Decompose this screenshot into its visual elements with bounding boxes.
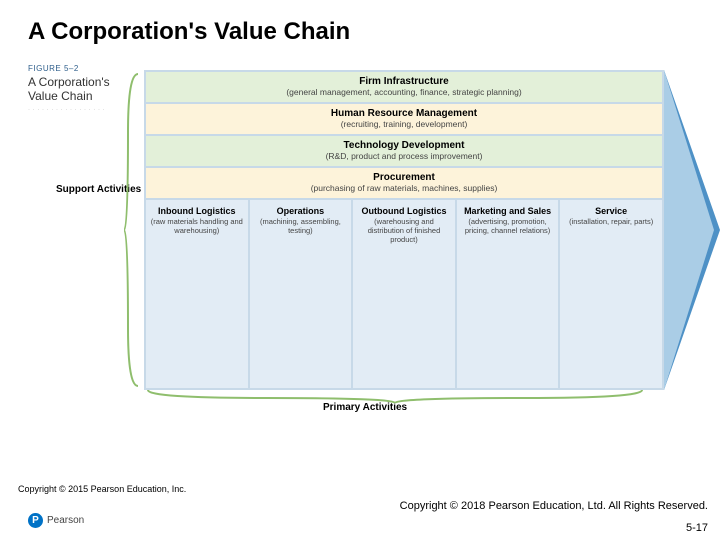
copyright-2015: Copyright © 2015 Pearson Education, Inc. — [18, 484, 708, 494]
copyright-2018: Copyright © 2018 Pearson Education, Ltd.… — [18, 500, 708, 512]
primary-col-title: Service — [564, 206, 658, 216]
primary-cols: Inbound Logistics (raw materials handlin… — [144, 200, 664, 390]
figure-area: FIGURE 5–2 A Corporation's Value Chain ·… — [28, 64, 700, 434]
primary-col: Service (installation, repair, parts) — [558, 200, 664, 390]
figure-name: A Corporation's Value Chain — [28, 75, 140, 104]
primary-col: Marketing and Sales (advertising, promot… — [455, 200, 559, 390]
primary-col: Operations (machining, assembling, testi… — [248, 200, 352, 390]
page-title: A Corporation's Value Chain — [28, 18, 700, 46]
support-row: Procurement (purchasing of raw materials… — [144, 168, 664, 200]
support-row: Human Resource Management (recruiting, t… — [144, 104, 664, 136]
support-row-desc: (general management, accounting, finance… — [146, 87, 662, 102]
pearson-logo: P Pearson — [28, 513, 84, 528]
support-rows: Firm Infrastructure (general management,… — [144, 70, 664, 200]
primary-col-title: Outbound Logistics — [357, 206, 451, 216]
primary-col-desc: (machining, assembling, testing) — [254, 217, 348, 235]
support-row-desc: (purchasing of raw materials, machines, … — [146, 183, 662, 198]
figure-rule: · · · · · · · · · · · · · · · · · — [28, 107, 140, 113]
support-row-title: Procurement — [146, 168, 662, 183]
primary-activities-label: Primary Activities — [323, 402, 407, 413]
page-number: 5-17 — [686, 522, 708, 534]
support-activities-label: Support Activities — [56, 184, 141, 195]
footer: Copyright © 2015 Pearson Education, Inc.… — [18, 484, 708, 512]
figure-number: FIGURE 5–2 — [28, 64, 140, 73]
support-row-title: Technology Development — [146, 136, 662, 151]
support-row: Firm Infrastructure (general management,… — [144, 70, 664, 104]
primary-col-desc: (advertising, promotion, pricing, channe… — [461, 217, 555, 235]
pearson-mark-icon: P — [28, 513, 43, 528]
left-brace-icon — [124, 72, 142, 388]
support-row-desc: (recruiting, training, development) — [146, 119, 662, 134]
primary-col: Inbound Logistics (raw materials handlin… — [144, 200, 248, 390]
support-row-title: Human Resource Management — [146, 104, 662, 119]
figure-caption: FIGURE 5–2 A Corporation's Value Chain ·… — [28, 64, 140, 113]
primary-col-title: Inbound Logistics — [150, 206, 244, 216]
primary-col: Outbound Logistics (warehousing and dist… — [351, 200, 455, 390]
value-chain-arrow: Firm Infrastructure (general management,… — [144, 70, 664, 390]
pearson-text: Pearson — [47, 515, 84, 526]
support-row: Technology Development (R&D, product and… — [144, 136, 664, 168]
primary-col-title: Operations — [254, 206, 348, 216]
primary-col-title: Marketing and Sales — [461, 206, 555, 216]
primary-col-desc: (installation, repair, parts) — [564, 217, 658, 226]
arrowhead-inner-icon — [664, 70, 714, 390]
primary-col-desc: (warehousing and distribution of finishe… — [357, 217, 451, 244]
support-row-desc: (R&D, product and process improvement) — [146, 151, 662, 166]
support-row-title: Firm Infrastructure — [146, 72, 662, 87]
primary-col-desc: (raw materials handling and warehousing) — [150, 217, 244, 235]
